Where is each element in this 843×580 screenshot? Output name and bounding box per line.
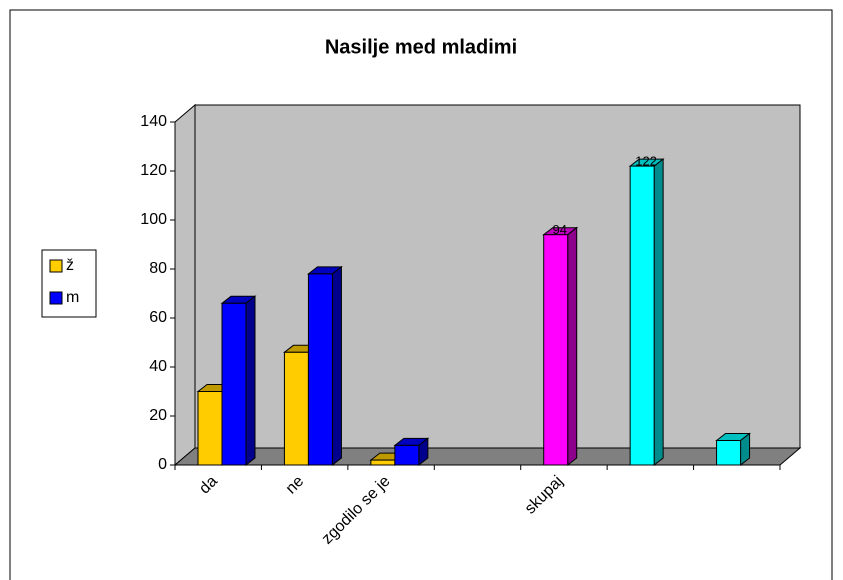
- chart-title: Nasilje med mladimi: [325, 36, 517, 58]
- legend-label: m: [66, 289, 79, 306]
- legend-swatch: [49, 291, 63, 305]
- y-tick-label: 40: [149, 358, 167, 375]
- legend-label: ž: [66, 257, 74, 274]
- data-label: 94: [552, 222, 566, 237]
- y-tick-label: 140: [140, 113, 167, 130]
- bar: [629, 165, 655, 466]
- floor: [173, 447, 802, 466]
- side-wall: [174, 103, 196, 467]
- y-tick-label: 0: [158, 456, 167, 473]
- legend-swatch: [49, 259, 63, 273]
- y-tick-label: 60: [149, 309, 167, 326]
- bar: [283, 351, 309, 466]
- bar: [543, 234, 569, 466]
- bar: [307, 273, 333, 466]
- bar-side: [331, 265, 342, 467]
- bar: [370, 459, 396, 466]
- bar-side: [567, 226, 578, 467]
- y-tick-label: 100: [140, 211, 167, 228]
- bar-side: [653, 158, 664, 467]
- bar: [394, 444, 420, 466]
- bar: [197, 391, 223, 466]
- y-tick-label: 20: [149, 407, 167, 424]
- bar: [716, 440, 742, 466]
- y-tick-label: 120: [140, 162, 167, 179]
- bar: [221, 302, 247, 466]
- bar-side: [245, 295, 256, 467]
- data-label: 122: [635, 154, 657, 169]
- y-tick-label: 80: [149, 260, 167, 277]
